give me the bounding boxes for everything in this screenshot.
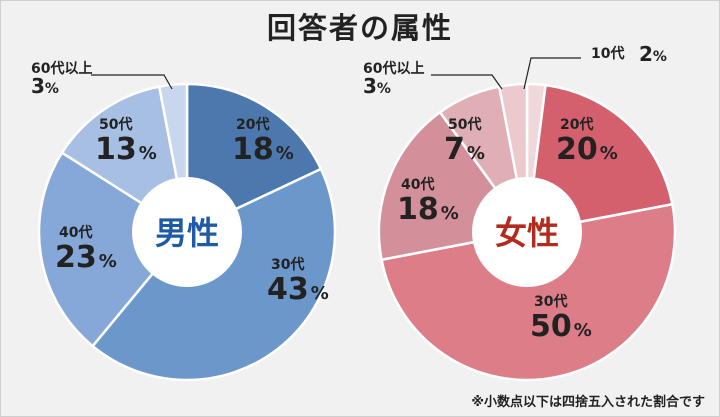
- slice-value-label: 50%: [530, 309, 592, 344]
- leader-line: [431, 74, 503, 90]
- slice-value-label: 43%: [267, 272, 329, 307]
- slice-category-label: 40代: [401, 176, 434, 193]
- leader-line: [523, 57, 581, 90]
- pie-center-label: 男性: [155, 214, 219, 252]
- slice-value-label: 7%: [444, 132, 485, 167]
- slice-category-label: 30代: [271, 256, 304, 273]
- pie-center: [472, 177, 582, 287]
- pie-center-label: 女性: [495, 214, 559, 252]
- slice-value-label: 3%: [363, 74, 391, 98]
- footnote: ※小数点以下は四捨五入された割合です: [471, 395, 705, 410]
- slice-category-label: 40代: [59, 224, 92, 241]
- pie-slice: [380, 202, 677, 382]
- slice-category-label: 50代: [448, 116, 481, 133]
- pie-center: [132, 177, 242, 287]
- slice-value-label: 13%: [95, 132, 157, 167]
- chart-title: 回答者の属性: [266, 11, 453, 45]
- slice-category-label: 10代: [591, 45, 624, 62]
- pie-slice: [37, 150, 189, 348]
- slice-category-label: 60代以上: [31, 60, 92, 77]
- slice-category-label: 20代: [236, 116, 269, 133]
- leader-line: [91, 74, 173, 90]
- slice-value-label: 23%: [55, 240, 117, 275]
- slice-category-label: 20代: [560, 116, 593, 133]
- slice-category-label: 60代以上: [363, 60, 424, 77]
- slice-value-label: 18%: [397, 192, 459, 227]
- slice-value-label: 18%: [232, 132, 294, 167]
- slice-category-label: 30代: [534, 293, 567, 310]
- slice-category-label: 50代: [99, 116, 132, 133]
- slice-value-label: 3%: [31, 74, 59, 98]
- slice-value-label: 2%: [639, 42, 667, 66]
- slice-value-label: 20%: [556, 132, 618, 167]
